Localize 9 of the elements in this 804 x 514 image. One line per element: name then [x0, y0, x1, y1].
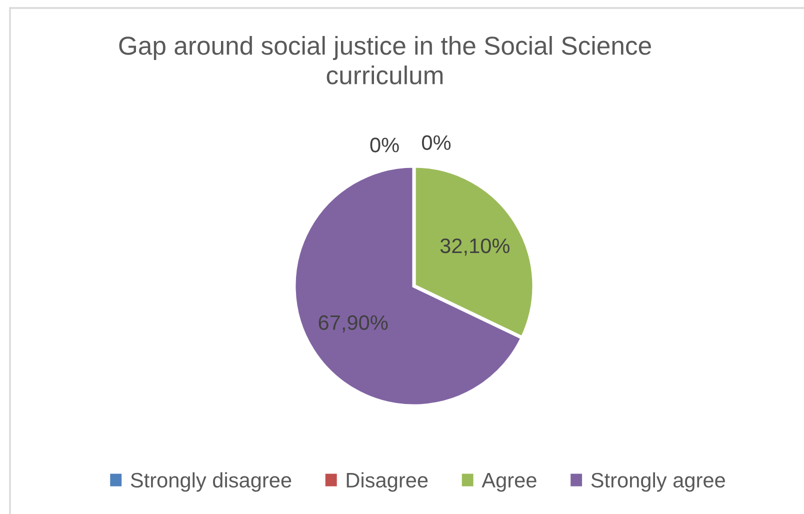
text: 0% — [422, 135, 451, 150]
data-label: 67,90% — [318, 315, 388, 332]
legend-label: Agree — [482, 473, 536, 492]
data-label: 32,10% — [440, 238, 510, 256]
text: 0% — [370, 138, 399, 152]
legend-label: Strongly agree — [591, 472, 725, 492]
legend-label: Disagree — [346, 472, 428, 492]
legend-label: Strongly disagree — [130, 472, 292, 492]
chart-title: Gap around social justice in the Social Science curriculum — [119, 36, 651, 84]
